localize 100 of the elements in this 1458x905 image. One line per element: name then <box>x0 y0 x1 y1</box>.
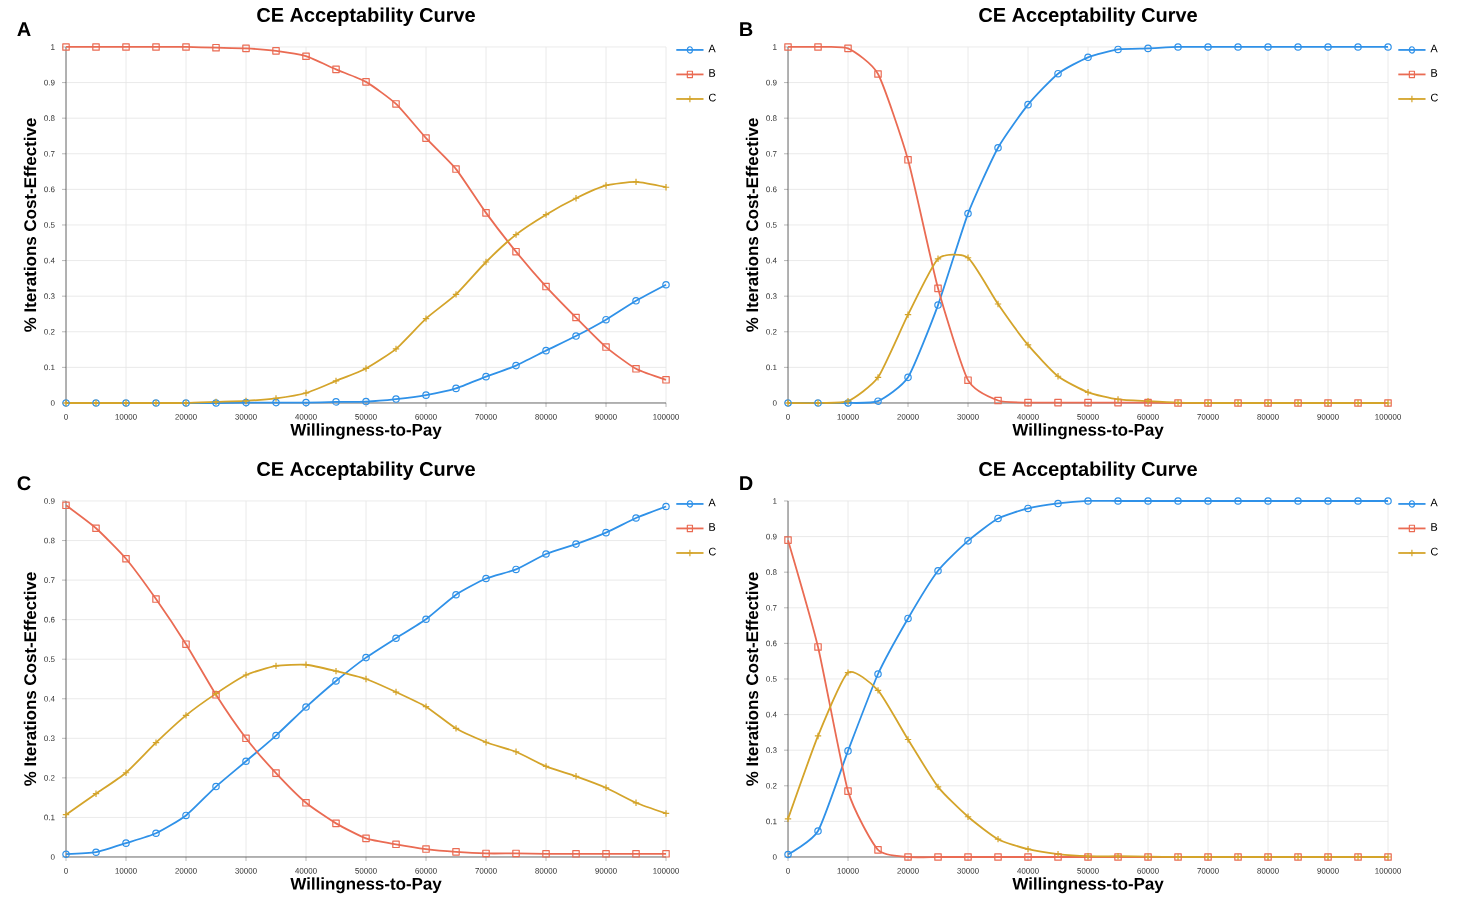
point <box>874 670 882 678</box>
point <box>542 762 550 771</box>
point <box>844 668 852 677</box>
x-axis-title: Willingness-to-Pay <box>290 423 442 440</box>
point <box>152 738 160 747</box>
y-axis-title: % Iterations Cost-Effective <box>745 118 759 332</box>
point <box>844 787 852 795</box>
point <box>1144 497 1152 505</box>
point <box>1264 497 1272 505</box>
point <box>934 301 942 309</box>
text: A <box>17 22 31 37</box>
point <box>302 703 310 711</box>
point <box>542 210 550 219</box>
point <box>122 43 130 51</box>
point <box>362 675 370 683</box>
point <box>182 640 190 648</box>
point <box>632 297 640 305</box>
point <box>1174 43 1182 51</box>
point <box>332 398 340 406</box>
point <box>1174 497 1182 505</box>
point <box>242 671 250 679</box>
point <box>904 310 912 319</box>
point <box>572 850 580 858</box>
point <box>814 643 822 651</box>
point <box>302 660 310 669</box>
point <box>92 848 100 857</box>
point <box>1024 341 1032 349</box>
point <box>994 143 1002 152</box>
point <box>302 799 310 807</box>
point <box>964 253 972 262</box>
point <box>1084 388 1092 397</box>
point <box>934 853 942 861</box>
legend-label: A <box>708 44 716 53</box>
y-axis-title: % Iterations Cost-Effective <box>23 118 37 332</box>
point <box>332 677 340 685</box>
point <box>572 313 580 322</box>
point <box>904 735 912 744</box>
chart-title: CE Acceptability Curve <box>979 7 1197 26</box>
point <box>482 849 490 858</box>
point <box>602 315 610 324</box>
point <box>602 181 610 190</box>
point <box>482 258 490 266</box>
point <box>392 840 400 849</box>
point <box>814 732 822 740</box>
point <box>392 345 400 353</box>
point <box>452 724 460 733</box>
point <box>904 614 912 623</box>
point <box>362 653 370 662</box>
point <box>422 845 430 853</box>
point <box>1204 497 1212 505</box>
point <box>632 799 640 807</box>
point <box>934 255 942 263</box>
chart-title: CE Acceptability Curve <box>257 461 475 480</box>
legend-label: C <box>1430 547 1438 556</box>
point <box>994 853 1002 861</box>
point <box>182 811 190 820</box>
point <box>302 52 310 61</box>
point <box>542 550 550 558</box>
point <box>572 332 580 340</box>
point <box>814 827 822 835</box>
point <box>904 853 912 861</box>
point <box>332 667 340 675</box>
point <box>1204 43 1212 51</box>
x-axis-title: Willingness-to-Pay <box>290 877 442 894</box>
point <box>422 314 430 323</box>
point <box>1024 853 1032 861</box>
point <box>422 615 430 624</box>
y-axis-title: % Iterations Cost-Effective <box>23 572 37 786</box>
point <box>272 394 280 403</box>
point <box>1084 53 1092 62</box>
point <box>1234 497 1242 505</box>
point <box>964 853 972 861</box>
point <box>122 768 130 777</box>
point <box>1024 504 1032 513</box>
point <box>572 194 580 203</box>
point <box>1354 497 1362 505</box>
point <box>632 850 640 858</box>
legend-label: B <box>1431 523 1438 531</box>
legend-label: A <box>1430 44 1438 53</box>
text: B <box>740 22 753 37</box>
x-axis-title: Willingness-to-Pay <box>1012 423 1164 440</box>
point <box>212 43 220 52</box>
point <box>1084 497 1092 505</box>
point <box>92 524 100 533</box>
point <box>1234 43 1242 51</box>
point <box>512 361 520 370</box>
point <box>1144 44 1152 53</box>
point <box>964 537 972 545</box>
point <box>452 848 460 856</box>
point <box>302 398 310 407</box>
point <box>512 565 520 574</box>
point <box>542 282 550 291</box>
point <box>964 812 972 821</box>
point <box>422 134 430 142</box>
point <box>482 372 490 381</box>
point <box>1294 497 1302 505</box>
point <box>182 43 190 51</box>
point <box>152 43 160 51</box>
point <box>512 849 520 858</box>
point <box>482 574 490 583</box>
